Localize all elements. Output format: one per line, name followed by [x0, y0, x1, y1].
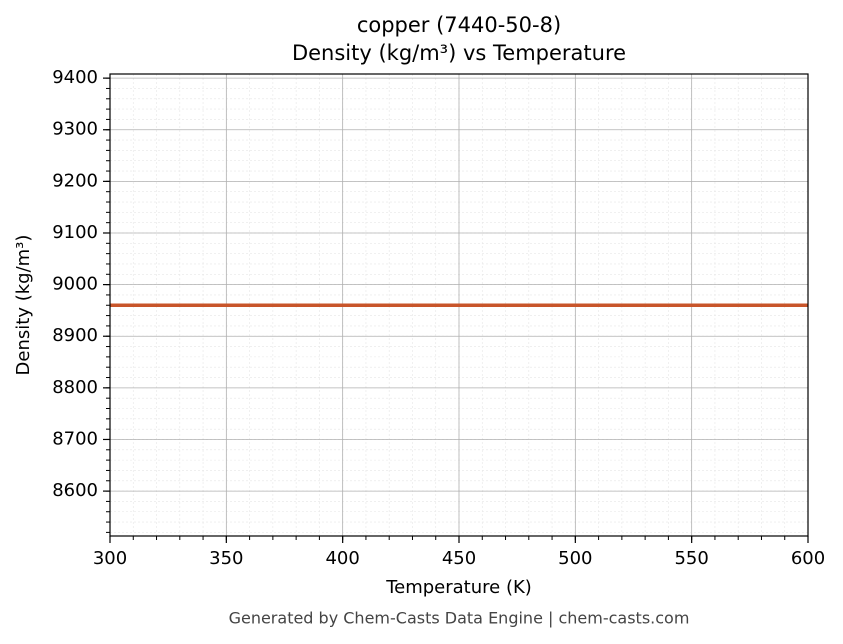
plot-frame — [109, 73, 809, 537]
chart-title: copper (7440-50-8) — [357, 13, 561, 37]
y-tick-label: 9400 — [52, 67, 98, 88]
y-tick-label: 9200 — [52, 170, 98, 191]
y-tick-label: 9300 — [52, 119, 98, 140]
x-tick-label: 450 — [442, 548, 476, 569]
x-tick-label: 300 — [93, 548, 127, 569]
x-tick-label: 500 — [558, 548, 592, 569]
y-tick-label: 8900 — [52, 325, 98, 346]
y-tick-label: 8700 — [52, 428, 98, 449]
x-tick-label: 350 — [209, 548, 243, 569]
x-tick-label: 400 — [325, 548, 359, 569]
x-tick-label: 600 — [791, 548, 825, 569]
x-axis-label: Temperature (K) — [385, 577, 532, 598]
footer: Generated by Chem-Casts Data Engine | ch… — [229, 609, 690, 628]
x-tick-label: 550 — [674, 548, 708, 569]
y-tick-label: 9000 — [52, 274, 98, 295]
y-tick-label: 8800 — [52, 377, 98, 398]
y-axis-label: Density (kg/m³) — [13, 235, 34, 376]
y-tick-label: 8600 — [52, 480, 98, 501]
chart-subtitle: Density (kg/m³) vs Temperature — [292, 41, 626, 65]
y-tick-label: 9100 — [52, 222, 98, 243]
